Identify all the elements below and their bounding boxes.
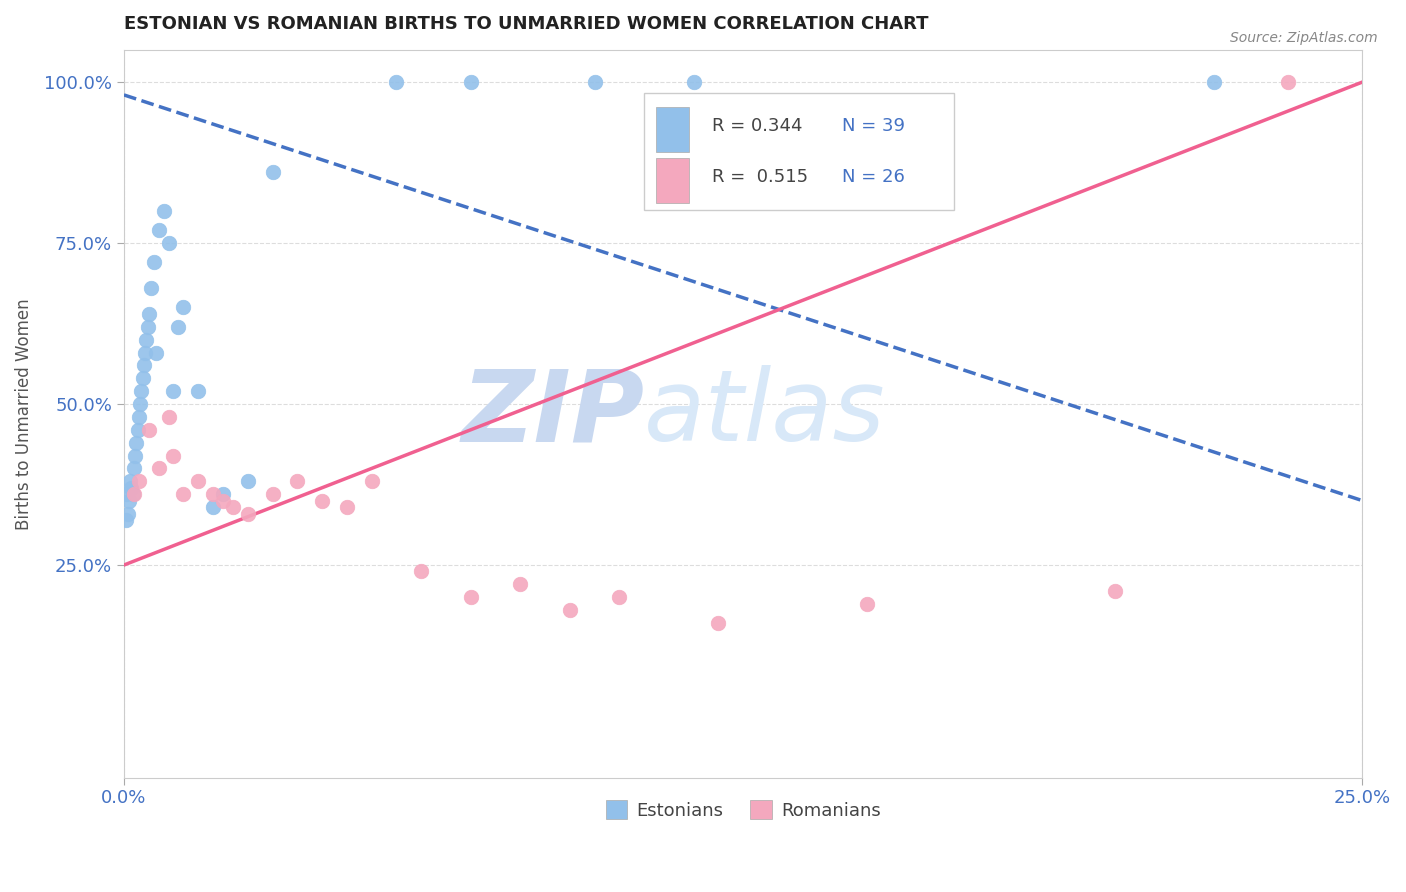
Point (212, 493, 235, 508)
Text: N = 26: N = 26 (842, 169, 905, 186)
Point (128, 409, 150, 424)
Point (142, 255, 165, 269)
Point (122, 487, 145, 501)
Point (148, 461, 170, 475)
Point (120, 481, 142, 495)
Y-axis label: Births to Unmarried Women: Births to Unmarried Women (15, 298, 32, 530)
Point (172, 487, 194, 501)
Point (360, 475, 382, 489)
Point (135, 333, 157, 347)
Text: ZIP: ZIP (461, 365, 644, 462)
Point (162, 449, 184, 463)
Text: R =  0.515: R = 0.515 (713, 169, 808, 186)
Point (385, 75, 408, 89)
Point (136, 319, 159, 334)
Point (336, 500, 359, 514)
Point (285, 475, 308, 489)
Point (172, 301, 194, 315)
Point (122, 461, 145, 475)
Point (311, 493, 333, 508)
Point (262, 165, 284, 179)
Point (202, 500, 225, 514)
Text: Source: ZipAtlas.com: Source: ZipAtlas.com (1230, 31, 1378, 45)
Point (157, 409, 180, 424)
Point (118, 493, 141, 508)
Point (583, 75, 606, 89)
Point (121, 487, 143, 501)
Point (148, 223, 170, 237)
Text: R = 0.344: R = 0.344 (713, 117, 803, 136)
Point (856, 597, 879, 611)
Point (134, 345, 156, 359)
Point (127, 423, 149, 437)
Point (115, 487, 138, 501)
Point (202, 487, 225, 501)
Bar (657, 159, 689, 202)
Text: N = 39: N = 39 (842, 117, 905, 136)
Point (460, 591, 482, 605)
Point (138, 307, 160, 321)
Point (162, 384, 184, 399)
Point (128, 397, 150, 411)
Point (411, 565, 433, 579)
Point (115, 513, 138, 527)
Point (138, 423, 160, 437)
Point (141, 281, 163, 295)
Point (167, 319, 190, 334)
Point (124, 449, 146, 463)
Point (132, 359, 155, 373)
Point (117, 507, 139, 521)
Text: atlas: atlas (644, 365, 886, 462)
Point (187, 384, 209, 399)
Point (682, 75, 704, 89)
Point (607, 591, 630, 605)
Point (187, 475, 209, 489)
Point (707, 615, 730, 630)
Point (145, 345, 167, 359)
Point (236, 507, 259, 521)
Point (129, 384, 152, 399)
Point (118, 475, 141, 489)
Point (157, 235, 180, 250)
Point (222, 500, 245, 514)
Point (236, 475, 259, 489)
Point (558, 603, 581, 617)
Point (125, 435, 148, 450)
Bar (657, 107, 689, 152)
Text: ESTONIAN VS ROMANIAN BIRTHS TO UNMARRIED WOMEN CORRELATION CHART: ESTONIAN VS ROMANIAN BIRTHS TO UNMARRIED… (124, 15, 928, 33)
Point (212, 487, 235, 501)
Point (152, 203, 174, 218)
Point (460, 75, 482, 89)
Point (128, 475, 150, 489)
Point (1202, 75, 1225, 89)
Point (262, 487, 284, 501)
Point (132, 371, 155, 385)
Point (1277, 75, 1299, 89)
FancyBboxPatch shape (644, 94, 953, 210)
Point (509, 577, 531, 591)
Legend: Estonians, Romanians: Estonians, Romanians (599, 793, 889, 827)
Point (1104, 583, 1126, 598)
